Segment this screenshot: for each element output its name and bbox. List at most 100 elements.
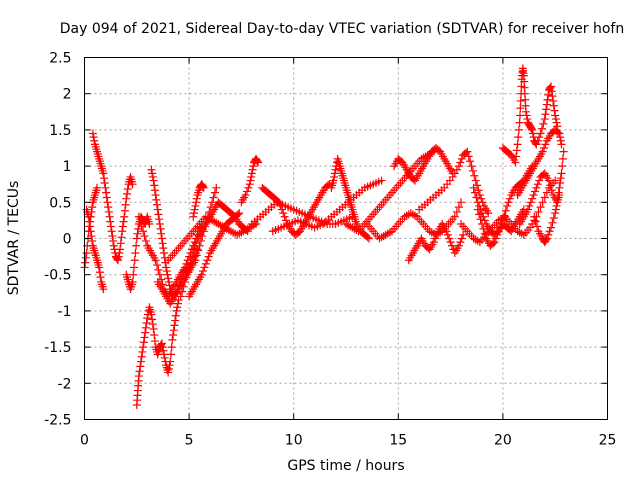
data-point — [90, 136, 99, 145]
data-point — [512, 146, 521, 155]
data-point — [86, 222, 95, 231]
x-tick-label: 0 — [80, 433, 89, 449]
data-point — [540, 115, 549, 124]
data-point — [147, 310, 156, 319]
data-point — [119, 217, 128, 226]
x-tick-label: 10 — [285, 433, 303, 449]
data-point — [118, 222, 127, 231]
data-point — [542, 188, 551, 197]
data-point — [443, 230, 452, 239]
data-point — [490, 238, 499, 247]
data-point — [432, 230, 441, 239]
data-point — [537, 124, 546, 133]
data-point — [524, 205, 533, 214]
data-point — [148, 172, 157, 181]
data-point — [136, 357, 145, 366]
data-point — [477, 194, 486, 203]
data-point — [106, 217, 115, 226]
data-point — [254, 158, 263, 167]
data-point — [169, 331, 178, 340]
data-point — [203, 256, 212, 265]
data-point — [553, 128, 562, 137]
y-tick-label: -1 — [58, 304, 72, 320]
data-point — [129, 270, 138, 279]
data-point — [150, 331, 159, 340]
y-tick-label: -2.5 — [44, 413, 71, 429]
y-axis-label: SDTVAR / TECUs — [6, 181, 22, 296]
data-point — [130, 256, 139, 265]
data-point — [109, 236, 118, 245]
data-point — [82, 248, 91, 257]
data-point — [95, 268, 104, 277]
data-point — [553, 122, 562, 131]
data-point — [137, 222, 146, 231]
data-point — [201, 259, 210, 268]
data-point — [555, 129, 564, 138]
data-point — [248, 165, 257, 174]
y-tick-label: 2 — [63, 87, 72, 103]
series-arc-2 — [82, 205, 108, 294]
data-point — [556, 178, 565, 187]
data-point — [511, 158, 520, 167]
data-point — [555, 183, 564, 192]
data-point — [533, 222, 542, 231]
data-point — [150, 186, 159, 195]
data-point — [89, 133, 98, 142]
data-point — [138, 347, 147, 356]
data-point — [279, 209, 288, 218]
data-point — [141, 236, 150, 245]
data-point — [456, 158, 465, 167]
data-point — [128, 277, 137, 286]
data-point — [140, 333, 149, 342]
data-point — [135, 367, 144, 376]
data-point — [187, 253, 196, 262]
data-point — [102, 188, 111, 197]
data-point — [154, 210, 163, 219]
data-point — [152, 195, 161, 204]
data-point — [132, 241, 141, 250]
data-point — [164, 274, 173, 283]
data-point — [528, 125, 537, 134]
data-point — [141, 328, 150, 337]
data-point — [165, 361, 174, 370]
data-point — [153, 261, 162, 270]
data-point — [539, 119, 548, 128]
data-point — [551, 115, 560, 124]
data-point — [159, 244, 168, 253]
data-point — [192, 239, 201, 248]
data-point — [157, 234, 166, 243]
data-point — [522, 111, 531, 120]
data-point — [185, 263, 194, 272]
data-point — [115, 248, 124, 257]
data-point — [276, 201, 285, 210]
data-point — [275, 198, 284, 207]
data-point — [104, 207, 113, 216]
data-point — [182, 273, 191, 282]
data-point — [200, 263, 209, 272]
data-point — [199, 182, 208, 191]
data-point — [130, 263, 139, 272]
data-point — [249, 162, 258, 171]
data-point — [457, 154, 466, 163]
series-arc-26 — [498, 64, 562, 167]
data-point — [178, 287, 187, 296]
data-point — [101, 183, 110, 192]
data-point — [204, 252, 213, 261]
data-point — [473, 198, 482, 207]
data-point — [550, 106, 559, 115]
data-point — [551, 111, 560, 120]
data-point — [189, 209, 198, 218]
data-point — [109, 241, 118, 250]
data-point — [464, 152, 473, 161]
data-point — [540, 144, 549, 152]
data-point — [154, 265, 163, 274]
data-point — [477, 220, 486, 229]
series-arc-5 — [132, 296, 183, 410]
data-point — [160, 353, 169, 362]
data-point — [470, 171, 479, 180]
data-point — [515, 118, 524, 127]
data-point — [131, 248, 140, 257]
x-tick-label: 15 — [389, 433, 407, 449]
data-point — [514, 125, 523, 134]
data-point — [168, 335, 177, 344]
